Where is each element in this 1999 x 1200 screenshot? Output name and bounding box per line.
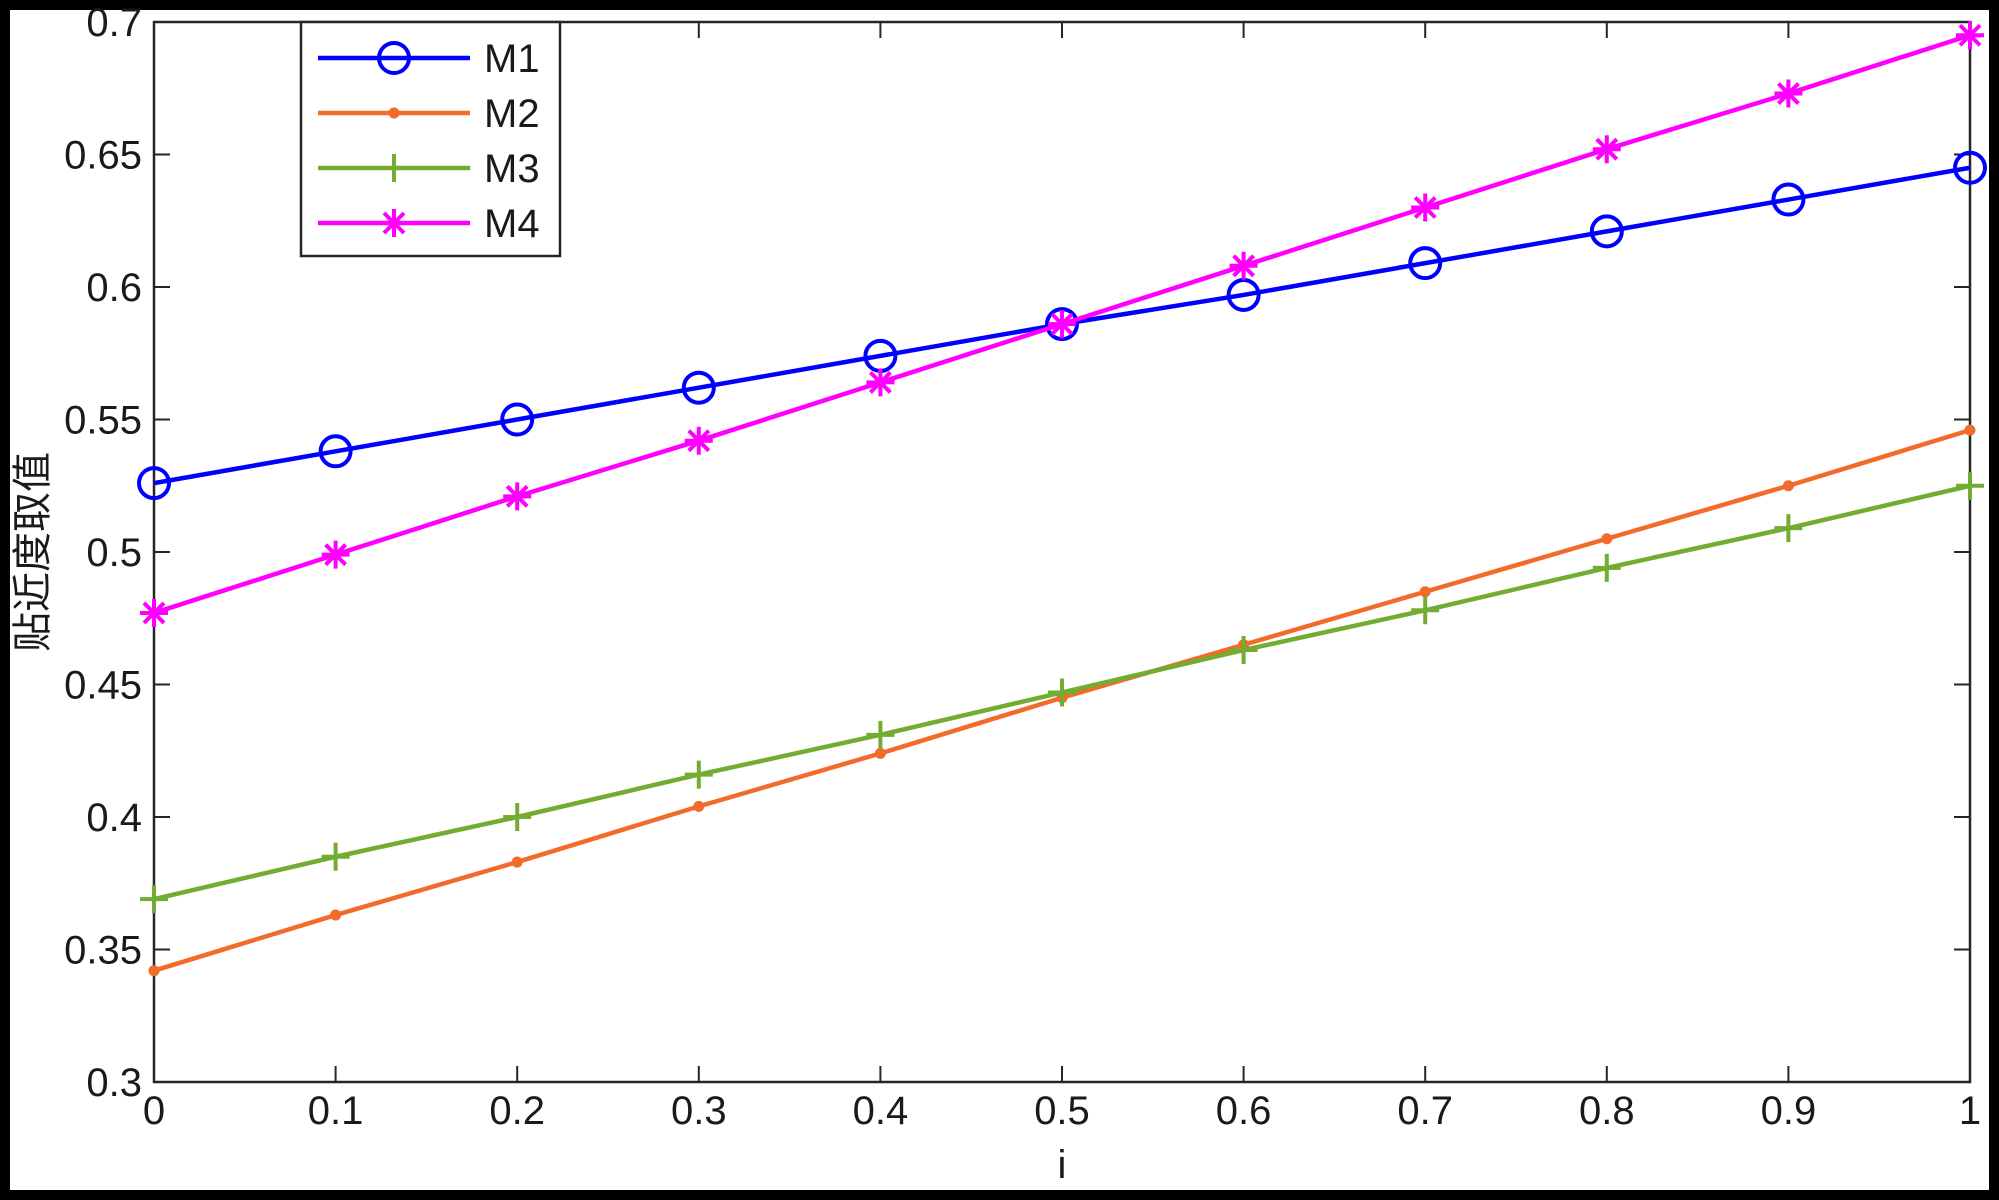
data-point-m2	[330, 909, 342, 921]
series-layer	[137, 21, 1987, 977]
x-tick-label: 0.1	[308, 1089, 364, 1133]
data-point-m1	[1771, 182, 1806, 217]
legend-marker	[380, 209, 408, 237]
data-point-m1	[1045, 307, 1079, 342]
y-tick-label: 0.35	[64, 929, 142, 973]
data-point-m4	[140, 598, 168, 627]
legend-label: M3	[484, 147, 540, 191]
axis-ticks: 0 0.1 0.2 0.3 0.4 0.5 0.6 0.7 0.8 0.9 1 0.3 0.35 0.4 0…	[64, 1, 1981, 1133]
legend-box	[299, 20, 562, 258]
data-point-m3	[1229, 636, 1258, 665]
data-point-m1	[1408, 246, 1443, 281]
legend-label: M2	[484, 92, 540, 136]
x-tick-label: 0.3	[671, 1089, 727, 1133]
y-axis-title: 贴近度取值	[11, 452, 55, 652]
data-point-m2	[1782, 480, 1794, 492]
y-tick-label: 0.65	[64, 134, 142, 178]
data-point-m3	[321, 842, 350, 871]
data-point-m1	[500, 402, 535, 437]
data-point-m4	[1048, 310, 1076, 339]
data-point-m2	[1601, 533, 1613, 545]
data-point-m4	[1592, 135, 1621, 164]
y-tick-label: 0.4	[86, 796, 142, 840]
x-tick-label: 0.9	[1761, 1089, 1817, 1133]
data-point-m2	[1964, 424, 1976, 436]
data-point-m2	[874, 747, 886, 759]
data-point-m1	[1953, 150, 1987, 185]
data-point-m4	[1411, 193, 1440, 222]
y-tick-label: 0.45	[64, 664, 142, 708]
data-point-m4	[503, 482, 532, 511]
data-point-m3	[1774, 514, 1803, 543]
data-point-m3	[1956, 471, 1984, 500]
legend-marker	[380, 154, 408, 182]
x-tick-label: 0.7	[1397, 1089, 1453, 1133]
legend: M1 M2 M3 M4	[299, 20, 562, 258]
x-tick-label: 0.6	[1216, 1089, 1272, 1133]
data-point-m1	[1226, 277, 1261, 312]
legend-item-m1: M1	[318, 37, 540, 81]
data-point-m4	[321, 540, 350, 569]
y-tick-label: 0.6	[86, 266, 142, 310]
legend-item-m3: M3	[318, 147, 540, 191]
data-point-m4	[1229, 251, 1258, 280]
data-point-m3	[1048, 678, 1076, 707]
legend-item-m2: M2	[318, 92, 540, 136]
data-point-m3	[684, 760, 713, 789]
data-point-m2	[148, 965, 160, 977]
x-tick-label: 0.5	[1034, 1089, 1090, 1133]
x-tick-label: 0.8	[1579, 1089, 1635, 1133]
legend-item-m4: M4	[318, 202, 540, 246]
x-axis-title: i	[1058, 1143, 1067, 1187]
x-tick-label: 0.4	[853, 1089, 909, 1133]
legend-label: M1	[484, 37, 540, 81]
data-point-m2	[1419, 586, 1431, 598]
data-point-m2	[511, 856, 523, 868]
data-point-m4	[1774, 79, 1803, 108]
data-point-m3	[140, 885, 168, 914]
series-m4	[140, 21, 1984, 627]
y-tick-label: 0.3	[86, 1061, 142, 1105]
data-point-m3	[1411, 596, 1440, 625]
data-point-m1	[1589, 214, 1624, 249]
data-point-m4	[866, 368, 895, 397]
data-point-m3	[866, 720, 895, 749]
series-m3	[140, 471, 1984, 914]
y-tick-label: 0.55	[64, 399, 142, 443]
data-point-m3	[503, 803, 532, 831]
data-point-m2	[693, 800, 705, 812]
legend-label: M4	[484, 202, 540, 246]
y-tick-label: 0.5	[86, 531, 142, 575]
data-point-m4	[684, 426, 713, 455]
data-point-m4	[1956, 21, 1984, 50]
x-tick-label: 0	[143, 1089, 165, 1133]
data-point-m1	[137, 466, 171, 501]
legend-marker	[377, 41, 411, 75]
data-point-m3	[1592, 553, 1621, 582]
x-tick-label: 0.2	[489, 1089, 545, 1133]
legend-marker	[388, 107, 400, 119]
data-point-m1	[681, 370, 716, 405]
data-point-m1	[318, 434, 353, 469]
y-tick-label: 0.7	[86, 1, 142, 45]
x-tick-label: 1	[1959, 1089, 1981, 1133]
